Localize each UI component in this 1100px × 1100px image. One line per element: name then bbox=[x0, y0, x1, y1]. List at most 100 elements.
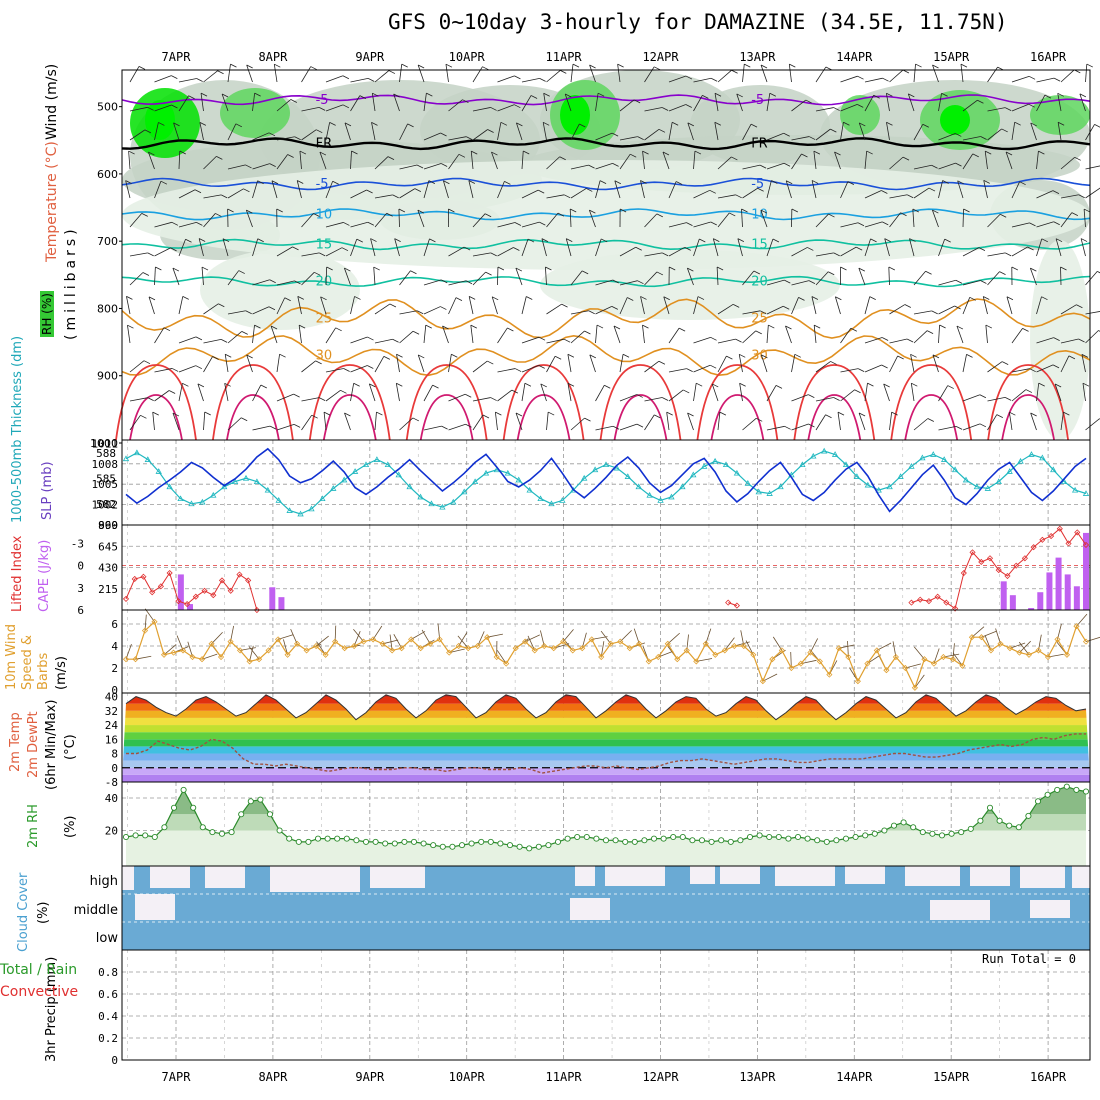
wind-barb-flag bbox=[376, 411, 383, 416]
wind10m-barb bbox=[658, 650, 674, 658]
li-point bbox=[218, 577, 226, 584]
wind-barb-flag bbox=[882, 221, 889, 226]
wind10m-point bbox=[474, 642, 481, 650]
wind-barb-flag bbox=[269, 163, 276, 168]
wind10m-point bbox=[626, 645, 633, 652]
wind-barb bbox=[741, 209, 743, 228]
wind-barb bbox=[393, 93, 400, 112]
wind-barb-flag bbox=[514, 104, 521, 109]
wind-barb-flag bbox=[218, 303, 225, 308]
wind-barb-flag bbox=[269, 279, 276, 284]
wind-barb-flag bbox=[909, 238, 916, 242]
wind-barb-flag bbox=[791, 208, 799, 213]
wind-barb-flag bbox=[687, 412, 694, 417]
thickness-point bbox=[635, 483, 642, 490]
wind10m-barb bbox=[995, 628, 1001, 644]
rh2m-point bbox=[1044, 791, 1051, 798]
wind-barb-flag bbox=[369, 383, 376, 388]
rh2m-point bbox=[708, 838, 715, 845]
wind-barb bbox=[885, 93, 890, 112]
wind-barb-flag bbox=[516, 122, 523, 127]
isotherm-label: 15 bbox=[316, 238, 333, 253]
isotherm-label: 25 bbox=[751, 312, 768, 327]
wind-tick-label: 4 bbox=[111, 640, 118, 653]
wind-barb-flag bbox=[713, 238, 720, 242]
wind-barb bbox=[154, 181, 162, 199]
thickness-point bbox=[886, 483, 893, 490]
wind-barb bbox=[276, 393, 294, 402]
wind-barb-flag bbox=[491, 151, 498, 156]
wind-barb-flag bbox=[465, 393, 472, 398]
li-point bbox=[166, 569, 173, 577]
wind-barb bbox=[350, 383, 355, 402]
wind-barb-flag bbox=[542, 121, 550, 126]
wind-barb bbox=[644, 414, 655, 431]
wind-barb bbox=[301, 414, 313, 431]
cloud-clear bbox=[605, 866, 665, 886]
wind-barb bbox=[252, 238, 259, 257]
wind-barb-flag bbox=[367, 365, 374, 369]
wind-barb-flag bbox=[886, 92, 893, 97]
wind10m-point bbox=[560, 638, 567, 645]
wind-barb-flag bbox=[912, 208, 919, 213]
wind-barb bbox=[227, 164, 246, 170]
date-label-top: 11APR bbox=[546, 50, 583, 64]
wind-barb-flag bbox=[719, 411, 727, 416]
wind-barb-flag bbox=[417, 64, 425, 69]
wind-barb bbox=[693, 364, 711, 373]
wind-barb bbox=[840, 246, 857, 257]
wind10m-barb bbox=[410, 631, 426, 640]
wind-barb-flag bbox=[1030, 267, 1037, 272]
wind-barb bbox=[761, 354, 768, 373]
wind-barb-flag bbox=[926, 330, 934, 335]
wind-barb-flag bbox=[539, 77, 546, 82]
wind10m-point bbox=[1025, 651, 1033, 658]
wind-barb bbox=[766, 325, 769, 344]
wind-barb bbox=[1085, 165, 1100, 170]
wind-barb-flag bbox=[611, 306, 618, 310]
wind10m-point bbox=[122, 656, 130, 663]
wind-barb bbox=[640, 296, 645, 315]
wind-barb-flag bbox=[794, 353, 801, 358]
wind10m-barb bbox=[187, 641, 193, 658]
wind-barb bbox=[736, 93, 743, 112]
wind-barb-flag bbox=[215, 213, 222, 217]
wind-barb-flag bbox=[497, 266, 505, 271]
wind-barb-flag bbox=[980, 136, 987, 140]
wind-barb bbox=[472, 107, 491, 112]
wind-barb bbox=[693, 238, 700, 257]
thickness-point bbox=[941, 456, 948, 462]
wind-barb bbox=[417, 64, 425, 83]
wind-barb bbox=[668, 246, 685, 257]
wind-barb bbox=[198, 238, 204, 257]
wind-barb-flag bbox=[685, 75, 693, 80]
wind-barb-flag bbox=[554, 355, 562, 360]
wind-barb-flag bbox=[440, 163, 448, 167]
wind-barb-flag bbox=[857, 222, 865, 227]
wind-barb bbox=[200, 93, 204, 112]
rh2m-point bbox=[410, 838, 418, 845]
wind-barb bbox=[545, 267, 547, 286]
wind-barb-flag bbox=[897, 355, 904, 360]
wind-barb-flag bbox=[370, 238, 377, 242]
wind-barb bbox=[297, 296, 302, 315]
wind-barb bbox=[203, 303, 219, 315]
wind-barb bbox=[543, 93, 547, 112]
rh2m-point bbox=[449, 843, 456, 850]
li-point bbox=[201, 587, 208, 594]
rh2m-point bbox=[986, 804, 994, 811]
temp-band bbox=[122, 696, 1090, 704]
wind-barb-flag bbox=[141, 213, 148, 217]
rh2m-unit-label: (%) bbox=[63, 815, 78, 839]
wind-barb bbox=[521, 151, 524, 170]
wind-barb bbox=[374, 213, 387, 228]
thickness-point bbox=[657, 497, 664, 503]
cape-tick-label: 860 bbox=[98, 519, 118, 532]
wind-barb bbox=[371, 122, 376, 141]
wind-barb-flag bbox=[1080, 238, 1088, 242]
wind-barb bbox=[938, 425, 957, 431]
wind-barb-flag bbox=[126, 295, 133, 300]
wind10m-barb bbox=[800, 659, 817, 664]
wind-barb bbox=[350, 189, 367, 199]
wind-barb bbox=[619, 99, 635, 112]
